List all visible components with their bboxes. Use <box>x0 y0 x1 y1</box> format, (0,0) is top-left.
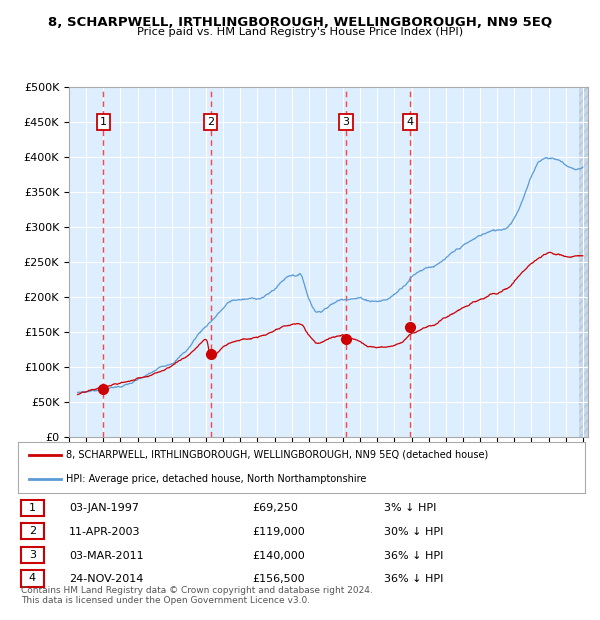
Bar <box>578 87 600 437</box>
Text: £156,500: £156,500 <box>252 574 305 584</box>
Text: 30% ↓ HPI: 30% ↓ HPI <box>384 527 443 537</box>
Text: 3% ↓ HPI: 3% ↓ HPI <box>384 503 436 513</box>
Text: 1: 1 <box>100 117 107 127</box>
Text: 8, SCHARPWELL, IRTHLINGBOROUGH, WELLINGBOROUGH, NN9 5EQ: 8, SCHARPWELL, IRTHLINGBOROUGH, WELLINGB… <box>48 16 552 29</box>
Text: £140,000: £140,000 <box>252 551 305 560</box>
Text: £119,000: £119,000 <box>252 527 305 537</box>
Text: 36% ↓ HPI: 36% ↓ HPI <box>384 574 443 584</box>
Text: 2: 2 <box>29 526 36 536</box>
Text: 3: 3 <box>343 117 349 127</box>
Text: 11-APR-2003: 11-APR-2003 <box>69 527 140 537</box>
Text: 24-NOV-2014: 24-NOV-2014 <box>69 574 143 584</box>
Text: 3: 3 <box>29 550 36 560</box>
Text: Price paid vs. HM Land Registry's House Price Index (HPI): Price paid vs. HM Land Registry's House … <box>137 27 463 37</box>
Text: 36% ↓ HPI: 36% ↓ HPI <box>384 551 443 560</box>
Text: 03-MAR-2011: 03-MAR-2011 <box>69 551 143 560</box>
Text: Contains HM Land Registry data © Crown copyright and database right 2024.
This d: Contains HM Land Registry data © Crown c… <box>21 586 373 605</box>
Text: HPI: Average price, detached house, North Northamptonshire: HPI: Average price, detached house, Nort… <box>66 474 367 484</box>
Text: 03-JAN-1997: 03-JAN-1997 <box>69 503 139 513</box>
Text: 1: 1 <box>29 503 36 513</box>
Text: 4: 4 <box>406 117 413 127</box>
Text: 2: 2 <box>207 117 214 127</box>
Text: £69,250: £69,250 <box>252 503 298 513</box>
Text: 8, SCHARPWELL, IRTHLINGBOROUGH, WELLINGBOROUGH, NN9 5EQ (detached house): 8, SCHARPWELL, IRTHLINGBOROUGH, WELLINGB… <box>66 450 488 460</box>
Text: 4: 4 <box>29 574 36 583</box>
